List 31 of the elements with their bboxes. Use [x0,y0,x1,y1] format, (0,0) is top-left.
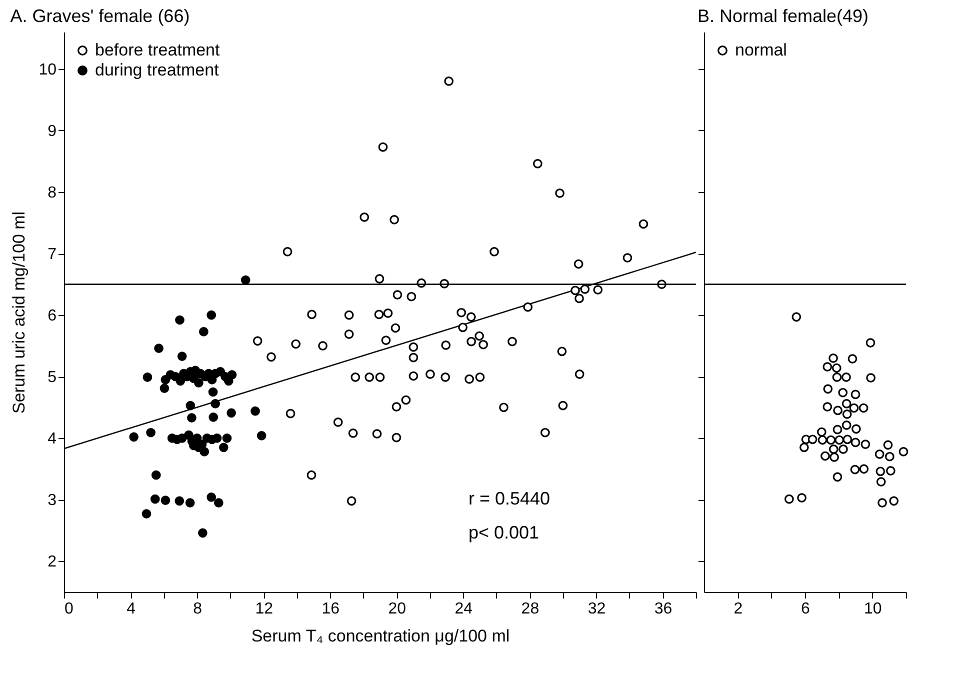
y-tick-label: 10 [38,61,57,78]
y-tick-label: 9 [48,122,57,140]
x-tick-label: 10 [864,600,882,618]
x-tick-label: 28 [521,600,540,618]
x-tick-label: 12 [255,600,274,618]
y-tick-label: 7 [48,246,57,264]
x-tick-label: 16 [322,600,340,618]
x-tick-label: 8 [193,600,202,618]
x-axis-title: Serum T₄ concentration μg/100 ml [251,626,510,646]
x-tick-label: 32 [588,600,606,618]
x-tick-label: 4 [126,600,136,618]
annotation: r = 0.5440 [468,488,550,509]
x-tick-label: 0 [64,600,74,618]
x-tick-label: 24 [454,600,473,618]
annotation: p< 0.001 [468,522,540,543]
x-tick-label: 20 [388,600,406,618]
legend-label: during treatment [95,60,220,80]
x-tick-label: 6 [801,600,810,618]
y-axis-title: Serum uric acid mg/100 ml [10,211,29,414]
y-tick-label: 5 [48,369,57,386]
legend-label: before treatment [95,40,220,60]
x-tick-label: 2 [734,600,743,618]
y-tick-label: 6 [48,308,57,325]
y-tick-label: 2 [48,554,57,571]
y-tick-label: 8 [48,184,57,202]
y-tick-label: 3 [48,492,57,510]
y-tick-label: 4 [48,430,57,448]
legend-label: normal [735,40,787,60]
chart-title: B. Normal female(49) [698,6,869,26]
chart-title: A. Graves' female (66) [10,6,190,26]
x-tick-label: 36 [654,600,672,618]
